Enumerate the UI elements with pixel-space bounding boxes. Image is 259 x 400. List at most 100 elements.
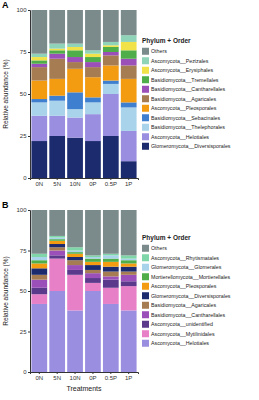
bar-segment <box>67 47 83 50</box>
bar-segment <box>31 81 47 99</box>
series <box>31 35 136 57</box>
tick-mark <box>128 178 129 180</box>
tick: 0N <box>35 372 43 381</box>
tick: 25 <box>20 133 30 139</box>
tick-label: 0 <box>23 369 27 375</box>
figure: A02550751000N5N10N0P0.5P1PRelative abund… <box>0 0 259 400</box>
bar-segment <box>85 62 101 67</box>
legend-label: Basidiomycota__Thelephorales <box>151 124 225 130</box>
tick-label: 0N <box>35 375 43 381</box>
bar-segment <box>103 255 119 258</box>
legend-item: Basidiomycota__Sebacinales <box>142 114 221 121</box>
bar-segment <box>103 52 119 55</box>
bar-segment <box>67 251 83 253</box>
bar-segment <box>31 260 47 263</box>
bar-segment <box>49 255 65 258</box>
bar-segment <box>103 276 119 279</box>
series <box>31 10 136 54</box>
legend-item: Ascomycota__Rhytismatales <box>142 254 219 261</box>
legend-label: Basidiomycota__Agaricales <box>151 302 216 308</box>
bar-segment <box>49 59 65 79</box>
bar-segment <box>103 84 119 94</box>
bar-segment <box>49 49 65 51</box>
bar-segment <box>103 304 119 372</box>
legend-swatch <box>142 254 149 261</box>
bars <box>31 10 136 178</box>
tick-mark <box>75 178 76 180</box>
tick: 100 <box>16 7 30 13</box>
legend-label: Ascomycota__Pleosporales <box>151 105 217 111</box>
tick-mark <box>110 178 111 180</box>
bar-segment <box>121 79 137 103</box>
tick-mark <box>57 178 58 180</box>
bar-segment <box>31 294 47 304</box>
tick: 25 <box>20 329 30 335</box>
legend-item: Basidiomycota__Cantharellales <box>142 86 226 93</box>
bar-segment <box>121 35 137 42</box>
bar-segment <box>121 42 137 50</box>
series <box>31 136 136 178</box>
legend-label: Basidiomycota__Tremellales <box>151 77 219 83</box>
bar-segment <box>103 94 119 136</box>
tick-label: 0.5P <box>105 375 117 381</box>
series <box>31 47 136 64</box>
bar-segment <box>31 57 47 60</box>
bar-segment <box>103 254 119 256</box>
legend-label: Glomeromycota__Diversisporales <box>151 293 231 299</box>
bar-segment <box>67 109 83 117</box>
bar-segment <box>121 131 137 161</box>
bar-segment <box>103 65 119 80</box>
legend-swatch <box>142 124 149 131</box>
tick-mark <box>110 372 111 374</box>
legend-label: Others <box>151 48 167 54</box>
tick-mark <box>128 372 129 374</box>
bar-segment <box>67 44 83 47</box>
bar-segment <box>121 65 137 78</box>
legend-label: Glomeromycota__Glomerales <box>151 264 222 270</box>
tick-label: 5N <box>53 181 61 187</box>
tick: 50 <box>20 91 30 97</box>
series <box>31 210 136 255</box>
tick-label: 50 <box>20 288 27 294</box>
bar-segment <box>67 310 83 372</box>
bar-segment <box>49 79 65 96</box>
bar-segment <box>31 99 47 102</box>
tick-label: 0P <box>89 181 96 187</box>
legend-label: Ascomycota__Helotiales <box>151 340 209 346</box>
bar-segment <box>103 55 119 65</box>
legend-item: Basidiomycota__Cantharellales <box>142 311 226 318</box>
bar-segment <box>49 239 65 241</box>
tick-label: 75 <box>20 49 27 55</box>
tick-mark <box>28 332 30 333</box>
bar-segment <box>103 259 119 262</box>
bar-segment <box>49 291 65 372</box>
series <box>31 236 136 259</box>
legend-label: Ascomycota__Pleosporales <box>151 283 217 289</box>
legend-label: Ascomycota__unidentified <box>151 321 213 327</box>
tick-label: 1P <box>125 181 132 187</box>
x-axis-title: Treatments <box>66 385 102 392</box>
bar-segment <box>85 283 101 291</box>
bar-segment <box>67 265 83 270</box>
bar-segment <box>121 259 137 261</box>
bar-segment <box>31 280 47 288</box>
bar-segment <box>67 275 83 311</box>
bar-segment <box>85 265 101 270</box>
bar-segment <box>49 101 65 116</box>
legend-label: Ascomycota__Pezizales <box>151 58 209 64</box>
bar-segment <box>85 210 101 255</box>
axis-line <box>31 373 139 375</box>
tick-mark <box>28 52 30 53</box>
bar-segment <box>121 260 137 263</box>
legend-swatch <box>142 48 149 55</box>
bar-segment <box>121 255 137 258</box>
bar-segment <box>67 252 83 254</box>
series <box>31 251 136 288</box>
bar-segment <box>49 96 65 101</box>
tick: 0 <box>23 369 30 375</box>
tick: 1P <box>125 372 132 381</box>
axis-line <box>31 179 139 181</box>
bar-segment <box>85 257 101 259</box>
legend-swatch <box>142 245 149 252</box>
bar-segment <box>85 291 101 372</box>
